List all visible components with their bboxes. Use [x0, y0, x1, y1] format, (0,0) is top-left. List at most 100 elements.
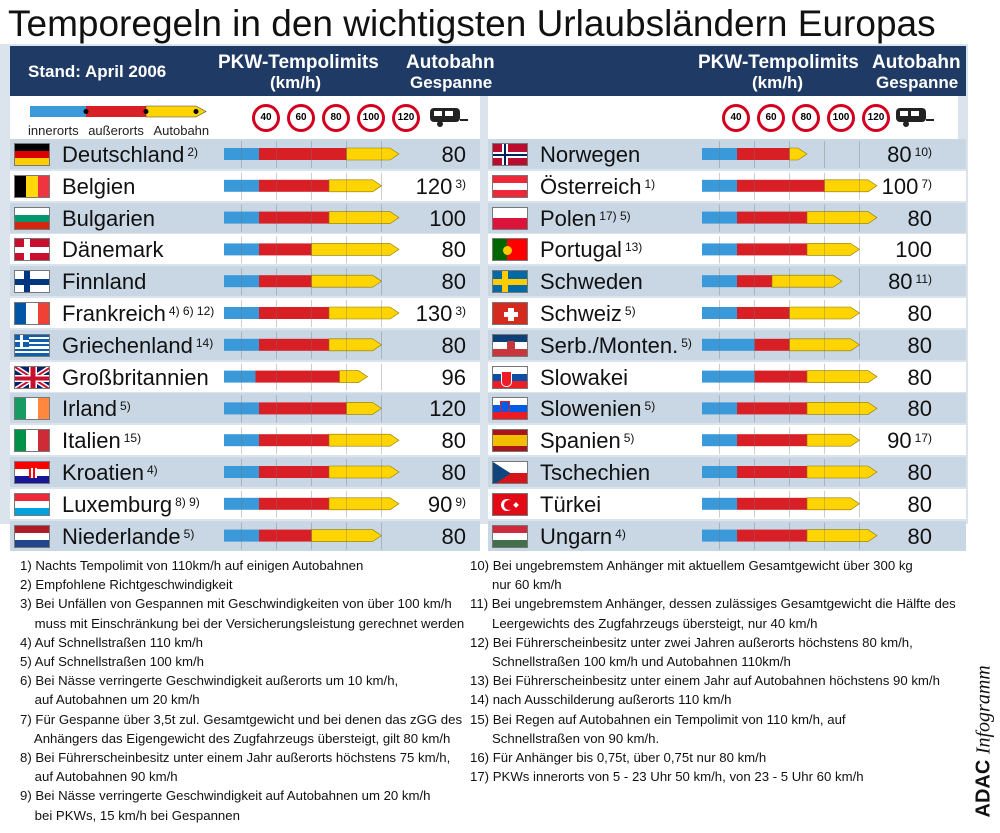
country-label: Tschechien [540, 460, 651, 485]
bar-autobahn [328, 465, 400, 479]
flag-pt-icon [492, 238, 528, 262]
gespanne-value: 100 [895, 237, 932, 263]
caravan-icon [896, 108, 934, 127]
speed-bars [30, 105, 934, 550]
country-label: Luxemburg [62, 491, 173, 517]
bar-autobahn [328, 211, 400, 224]
bar-ausserorts [259, 497, 329, 510]
gespanne-value: 80 [441, 523, 466, 549]
table-row: Italien 15) 80 [10, 425, 480, 456]
country-name: Belgien [62, 171, 135, 202]
country-name: Luxemburg 8) 9) [62, 489, 200, 520]
gespanne-value: 96 [441, 364, 466, 390]
country-name: Polen 17) 5) [540, 203, 631, 234]
country-footnote: 13) [624, 240, 643, 255]
gespanne-value: 80 [887, 142, 912, 167]
gespanne-limit: 100 7) [872, 171, 932, 202]
bar-ausserorts [737, 148, 790, 160]
gespanne-value: 90 [427, 491, 453, 517]
gespanne-limit: 90 17) [872, 425, 932, 456]
bar-autobahn [328, 306, 400, 320]
gespanne-limit: 100 [872, 234, 932, 265]
adac-brand: ADAC Infogramm [968, 560, 1000, 830]
country-footnote: 4) 6) 12) [168, 304, 215, 318]
flag-gr-icon [14, 333, 50, 357]
gespanne-footnote: 17) [914, 431, 932, 446]
speed-sign-40: 40 [252, 104, 280, 132]
legend-innerorts: innerorts [28, 123, 79, 138]
gespanne-limit: 120 [406, 393, 466, 424]
speed-sign-80: 80 [322, 104, 350, 132]
bar-ausserorts [737, 402, 807, 415]
speed-sign-40: 40 [722, 104, 750, 132]
page-title: Temporegeln in den wichtigsten Urlaubslä… [8, 3, 936, 44]
bar-autobahn [339, 370, 369, 383]
bar-ausserorts [737, 466, 807, 478]
footnotes-right: 10) Bei ungebremstem Anhänger mit aktuel… [470, 556, 956, 786]
bar-ausserorts [259, 243, 312, 256]
gespanne-limit: 80 11) [872, 266, 932, 297]
flag-sk-icon [492, 365, 528, 389]
gespanne-value: 80 [907, 301, 932, 326]
speed-sign-60: 60 [757, 104, 785, 132]
gespanne-limit: 80 [872, 457, 932, 488]
flag-lu-icon [14, 492, 50, 516]
flag-ie-icon [14, 397, 50, 421]
country-label: Deutschland [62, 142, 185, 167]
gespanne-value: 80 [907, 332, 932, 358]
gespanne-limit: 80 [406, 234, 466, 265]
flag-gb-icon [14, 365, 50, 389]
country-label: Finnland [62, 269, 147, 295]
country-name: Schweiz 5) [540, 298, 636, 329]
country-label: Slowenien [540, 396, 642, 422]
country-label: Niederlande [62, 523, 181, 549]
autobahn-header-right: Autobahn [872, 52, 961, 73]
bar-ausserorts [259, 148, 347, 160]
speed-sign-100: 100 [827, 104, 855, 132]
speed-sign-80: 80 [792, 104, 820, 132]
footnotes-left: 1) Nachts Tempolimit von 110km/h auf ein… [20, 556, 464, 825]
gespanne-limit: 80 [406, 425, 466, 456]
gespanne-value: 80 [441, 332, 466, 358]
footnote: 11) Bei ungebremstem Anhänger, dessen zu… [470, 596, 956, 612]
flag-hr-icon [14, 461, 50, 484]
bar-autobahn [789, 147, 808, 161]
flag-ch-icon [492, 302, 528, 325]
country-name: Schweden [540, 266, 643, 297]
gespanne-value: 130 [415, 301, 453, 326]
country-label: Spanien [540, 428, 621, 454]
gespanne-limit: 120 3) [406, 171, 466, 202]
country-label: Polen [540, 205, 597, 231]
flag-fr-icon [14, 302, 50, 325]
country-label: Slowakei [540, 364, 629, 390]
gespanne-limit: 80 [872, 203, 932, 234]
bar-ausserorts [259, 179, 329, 192]
country-footnote: 4) [146, 463, 158, 477]
bar-ausserorts [259, 402, 347, 415]
speed-sign-100: 100 [357, 104, 385, 132]
gespanne-limit: 80 [872, 362, 932, 393]
table-row: Dänemark 80 [10, 234, 480, 265]
gespanne-value: 100 [429, 205, 466, 231]
speed-sign-60: 60 [287, 104, 315, 132]
legend: innerorts außerorts Autobahn [28, 123, 209, 138]
footnote: 9) Bei Nässe verringerte Geschwindigkeit… [20, 788, 431, 804]
gespanne-value: 80 [907, 460, 932, 485]
country-label: Ungarn [540, 523, 613, 549]
bar-autobahn [328, 179, 383, 193]
footnote: 3) Bei Unfällen von Gespannen mit Geschw… [20, 596, 452, 612]
country-label: Frankreich [62, 301, 166, 326]
gespanne-value: 80 [907, 205, 932, 231]
gespanne-footnote: 9) [455, 494, 466, 509]
legend-ausserorts: außerorts [88, 123, 144, 138]
gespanne-footnote: 3) [455, 304, 466, 318]
bar-ausserorts [259, 529, 312, 542]
flag-hu-icon [492, 524, 528, 548]
bar-ausserorts [737, 211, 807, 224]
country-label: Kroatien [62, 460, 144, 485]
table-row: Finnland 80 [10, 266, 480, 297]
bar-ausserorts [754, 370, 807, 383]
country-label: Portugal [540, 237, 622, 263]
bar-autobahn [824, 179, 878, 193]
bar-autobahn [806, 211, 878, 224]
